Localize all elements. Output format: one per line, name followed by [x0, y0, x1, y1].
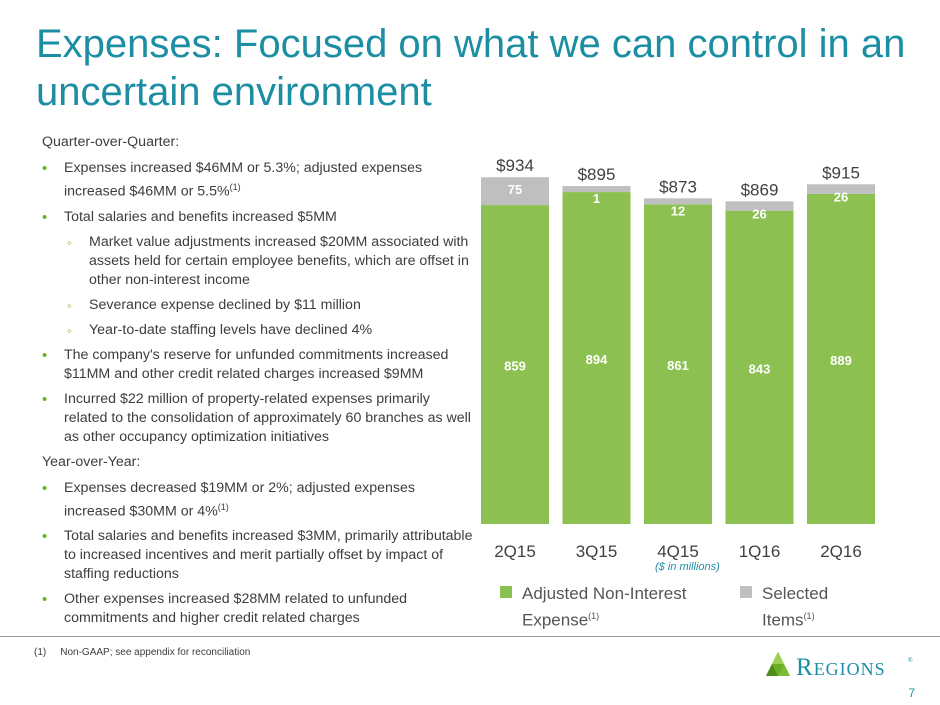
bar-selected-3Q15: [562, 186, 631, 193]
qoq-subbullet: ◦ Market value adjustments increased $20M…: [67, 233, 469, 288]
total-label-3Q15: $895: [578, 165, 616, 184]
bar-adjusted-2Q15: [481, 205, 549, 525]
footer-divider: [0, 636, 940, 637]
regions-triangle-icon: [766, 652, 790, 676]
units-note: ($ in millions): [655, 561, 720, 573]
yoy-bullet: • Expenses decreased $19MM or 2%; adjuste…: [42, 479, 415, 520]
label-selected-2Q15: 75: [508, 182, 522, 197]
svg-text:®: ®: [908, 657, 913, 664]
qoq-bullet: • Total salaries and benefits increased $…: [42, 208, 337, 226]
label-adjusted-3Q15: 894: [586, 352, 608, 367]
bullet-icon: •: [42, 528, 48, 546]
sub-bullet-icon: ◦: [67, 322, 72, 338]
logo-wordmark: REGIONS: [796, 654, 886, 680]
label-selected-2Q16: 26: [834, 189, 848, 204]
bar-adjusted-4Q15: [644, 204, 712, 524]
sub-bullet-icon: ◦: [67, 234, 72, 250]
bar-adjusted-3Q15: [562, 192, 631, 524]
label-adjusted-4Q15: 861: [667, 358, 689, 373]
legend-swatch-adjusted: [500, 586, 512, 598]
bar-adjusted-1Q16: [725, 210, 794, 524]
total-label-4Q15: $873: [659, 177, 697, 196]
label-adjusted-2Q16: 889: [830, 353, 852, 368]
x-tick-4Q15: 4Q15: [657, 542, 699, 561]
total-label-1Q16: $869: [741, 180, 779, 199]
bullet-icon: •: [42, 390, 48, 408]
yoy-bullet: • Total salaries and benefits increased $…: [42, 528, 473, 583]
bar-adjusted-2Q16: [807, 193, 875, 524]
legend-adjusted: Adjusted Non-Interest Expense(1): [500, 583, 730, 632]
bullet-icon: •: [42, 160, 48, 177]
page-title: Expenses: Focused on what we can control…: [36, 22, 906, 114]
label-selected-1Q16: 26: [752, 206, 766, 221]
legend-swatch-selected: [740, 586, 752, 598]
qoq-bullet: • Expenses increased $46MM or 5.3%; adjus…: [42, 160, 423, 200]
bar-selected-1Q16: [725, 201, 794, 211]
commentary-panel: Quarter-over-Quarter: • Expenses increase…: [42, 133, 474, 634]
qoq-bullet: • The company's reserve for unfunded comm…: [42, 346, 449, 382]
regions-logo: REGIONS ®: [766, 652, 913, 680]
yoy-heading: Year-over-Year:: [42, 453, 141, 470]
bullet-icon: •: [42, 479, 48, 497]
expense-bar-chart: 859 75 $934 2Q15 894 1 $895 3Q15 861 12 $873 4Q15 84…: [481, 156, 875, 561]
qoq-bullet: • Incurred $22 million of property-relate…: [42, 390, 471, 445]
qoq-subbullet: ◦ Year-to-date staffing levels have decli…: [67, 321, 373, 338]
x-tick-3Q15: 3Q15: [576, 542, 618, 561]
bar-selected-4Q15: [644, 198, 712, 205]
label-selected-4Q15: 12: [671, 203, 685, 218]
x-tick-2Q16: 2Q16: [820, 542, 862, 561]
bar-selected-2Q16: [807, 184, 875, 194]
x-tick-1Q16: 1Q16: [739, 542, 781, 561]
label-adjusted-1Q16: 843: [749, 361, 771, 376]
total-label-2Q16: $915: [822, 163, 860, 182]
bullet-icon: •: [42, 346, 48, 364]
total-label-2Q15: $934: [496, 156, 534, 175]
yoy-bullet: • Other expenses increased $28MM related …: [42, 591, 408, 627]
footnote: (1) Non-GAAP; see appendix for reconcilia…: [34, 647, 251, 658]
label-selected-3Q15: 1: [593, 191, 600, 206]
legend-selected: Selected Items(1): [740, 583, 850, 632]
qoq-subbullet: ◦ Severance expense declined by $11 milli…: [67, 296, 361, 313]
page-number: 7: [908, 686, 915, 700]
bullet-icon: •: [42, 591, 48, 609]
x-tick-2Q15: 2Q15: [494, 542, 536, 561]
bullet-icon: •: [42, 208, 48, 226]
label-adjusted-2Q15: 859: [504, 359, 526, 374]
qoq-heading: Quarter-over-Quarter:: [42, 134, 180, 150]
bar-selected-2Q15: [481, 177, 549, 206]
sub-bullet-icon: ◦: [67, 297, 72, 313]
